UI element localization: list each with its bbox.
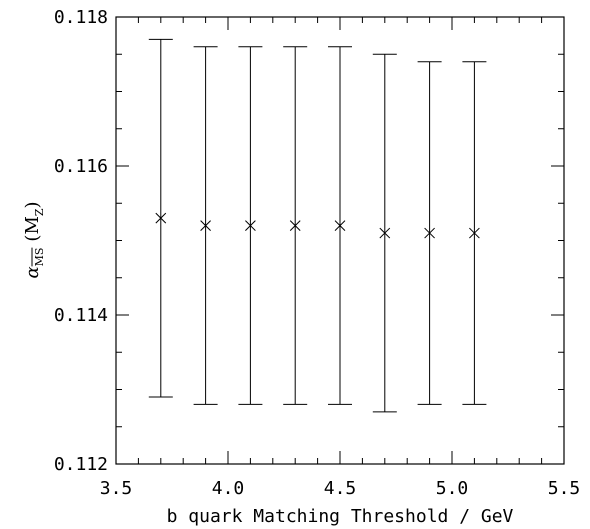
data-point — [289, 220, 301, 231]
cross-marker-stroke — [379, 227, 391, 239]
cross-marker-stroke — [200, 220, 211, 231]
error-bars — [148, 38, 487, 413]
cross-marker-stroke — [424, 227, 435, 239]
y-axis-argument: (M — [22, 216, 43, 241]
x-tick-label: 5.0 — [436, 478, 469, 499]
y-tick-label: 0.112 — [54, 454, 108, 475]
minor-ticks — [116, 17, 564, 464]
y-tick-label: 0.114 — [54, 305, 108, 326]
cross-marker-stroke — [469, 227, 480, 239]
cross-marker-stroke — [334, 220, 346, 231]
cross-marker-stroke — [155, 212, 167, 224]
cross-marker-stroke — [289, 220, 301, 231]
x-axis-label: b quark Matching Threshold / GeV — [167, 506, 514, 527]
y-axis-argument-close: ) — [22, 201, 43, 208]
data-points — [155, 212, 480, 239]
x-tick-label: 4.5 — [324, 478, 357, 499]
y-axis-argument-subscript: Z — [33, 208, 46, 216]
data-point — [469, 227, 480, 239]
y-tick-label: 0.118 — [54, 7, 108, 28]
x-tick-labels: 3.5 4.0 4.5 5.0 5.5 — [100, 478, 581, 499]
y-axis-subscript: MS — [33, 248, 46, 267]
x-tick-label: 4.0 — [212, 478, 245, 499]
data-point — [245, 220, 256, 231]
cross-marker-stroke — [245, 220, 256, 231]
data-point — [155, 212, 167, 224]
x-tick-label: 5.5 — [548, 478, 581, 499]
major-ticks — [115, 16, 565, 465]
y-axis-label: αMS (MZ) — [22, 201, 46, 278]
data-point — [334, 220, 346, 231]
y-tick-label: 0.116 — [54, 156, 108, 177]
data-point — [379, 227, 391, 239]
y-tick-labels: 0.112 0.114 0.116 0.118 — [54, 7, 108, 475]
x-tick-label: 3.5 — [100, 478, 133, 499]
data-point — [200, 220, 211, 231]
data-point — [424, 227, 435, 239]
y-axis-symbol: α — [22, 266, 43, 278]
